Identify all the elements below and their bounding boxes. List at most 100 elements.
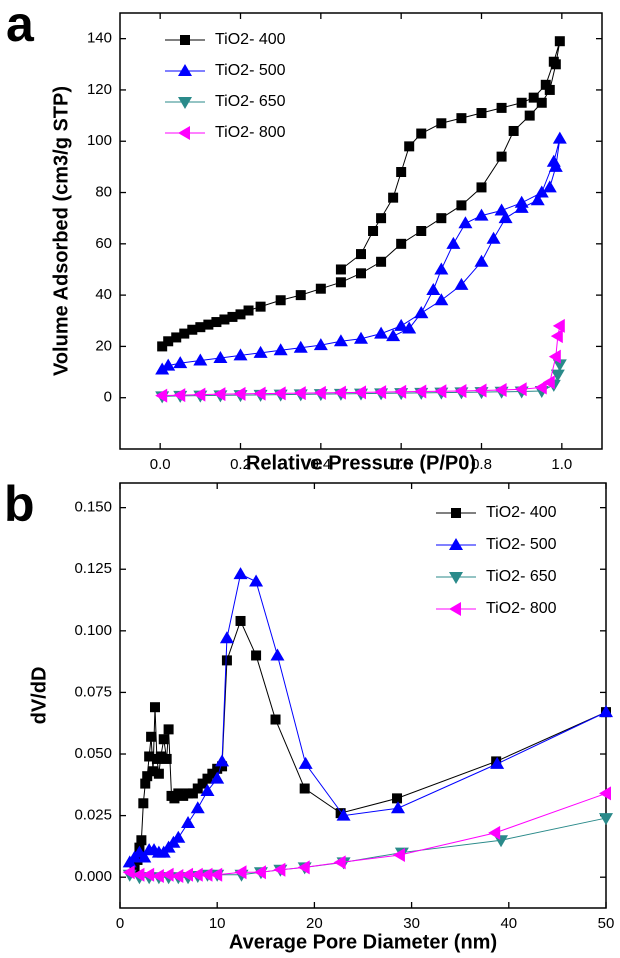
- legend-label: TiO2- 500: [486, 536, 557, 553]
- marker: [546, 154, 561, 167]
- marker: [449, 538, 463, 550]
- marker: [376, 256, 387, 267]
- marker: [368, 226, 379, 236]
- marker: [163, 336, 174, 347]
- marker: [514, 382, 527, 397]
- marker: [235, 615, 246, 626]
- marker: [436, 213, 447, 224]
- marker: [178, 97, 192, 109]
- marker: [454, 277, 469, 290]
- marker: [270, 648, 285, 661]
- legend-label: TiO2- 800: [486, 600, 557, 617]
- marker: [243, 305, 254, 316]
- y-tick-label: 20: [95, 337, 112, 354]
- x-tick-label: 0.0: [150, 456, 171, 473]
- marker: [524, 110, 535, 121]
- marker: [187, 324, 198, 335]
- marker: [396, 167, 407, 178]
- marker: [178, 126, 190, 140]
- x-axis-label: Relative Pressure (P/P0): [246, 452, 476, 474]
- marker: [374, 385, 387, 400]
- marker: [173, 388, 186, 403]
- legend-label: TiO2- 500: [215, 62, 286, 79]
- marker: [299, 783, 310, 794]
- y-tick-label: 0.125: [74, 560, 112, 577]
- marker: [392, 793, 403, 804]
- marker: [251, 650, 262, 661]
- marker: [376, 213, 387, 224]
- marker: [171, 332, 182, 343]
- marker: [295, 290, 306, 301]
- marker: [544, 84, 555, 95]
- marker: [273, 386, 286, 401]
- marker: [255, 301, 266, 312]
- marker: [548, 349, 561, 364]
- marker: [486, 231, 501, 244]
- marker: [333, 855, 346, 870]
- marker: [414, 306, 429, 319]
- y-tick-label: 0.000: [74, 868, 112, 885]
- marker: [142, 771, 153, 782]
- marker: [273, 862, 286, 877]
- marker: [550, 369, 565, 382]
- marker: [181, 867, 194, 882]
- marker: [155, 388, 168, 403]
- marker: [354, 331, 368, 344]
- legend-label: TiO2- 800: [215, 124, 286, 141]
- y-tick-label: 140: [87, 30, 112, 47]
- marker: [476, 182, 487, 193]
- marker: [390, 801, 405, 814]
- marker: [333, 334, 348, 347]
- marker: [402, 321, 417, 334]
- marker: [508, 125, 519, 136]
- marker: [173, 356, 188, 369]
- marker: [227, 311, 238, 322]
- x-tick-label: 0.4: [310, 456, 331, 473]
- marker: [213, 387, 226, 402]
- y-tick-label: 100: [87, 132, 112, 149]
- marker: [132, 867, 145, 882]
- x-axis-label: Average Pore Diameter (nm): [229, 931, 497, 953]
- marker: [190, 801, 205, 814]
- y-tick-label: 40: [95, 286, 112, 303]
- y-tick-label: 0.150: [74, 499, 112, 516]
- marker: [221, 655, 232, 666]
- marker: [179, 328, 190, 339]
- marker: [137, 850, 152, 863]
- marker: [219, 631, 234, 644]
- marker: [386, 329, 401, 342]
- marker: [534, 185, 549, 198]
- marker: [157, 341, 168, 352]
- marker: [542, 180, 557, 193]
- marker: [144, 751, 155, 762]
- marker: [388, 192, 399, 203]
- marker: [249, 574, 264, 587]
- marker: [171, 830, 186, 843]
- marker: [313, 338, 328, 351]
- marker: [213, 350, 228, 363]
- marker: [293, 340, 308, 353]
- marker: [158, 734, 169, 745]
- marker: [498, 211, 513, 224]
- marker: [193, 387, 206, 402]
- marker: [552, 318, 565, 333]
- marker: [548, 56, 559, 67]
- marker: [530, 193, 545, 206]
- y-tick-label: 120: [87, 81, 112, 98]
- marker: [426, 282, 441, 295]
- marker: [494, 203, 509, 216]
- marker: [496, 151, 507, 162]
- marker: [474, 383, 487, 398]
- marker: [451, 508, 461, 518]
- marker: [270, 714, 281, 725]
- marker: [163, 724, 174, 735]
- marker: [534, 380, 547, 395]
- x-tick-label: 50: [598, 915, 615, 932]
- marker: [404, 141, 415, 152]
- marker: [233, 567, 248, 580]
- marker: [434, 262, 449, 275]
- marker: [474, 254, 489, 267]
- marker: [273, 343, 288, 356]
- marker: [193, 353, 208, 366]
- marker: [146, 731, 157, 742]
